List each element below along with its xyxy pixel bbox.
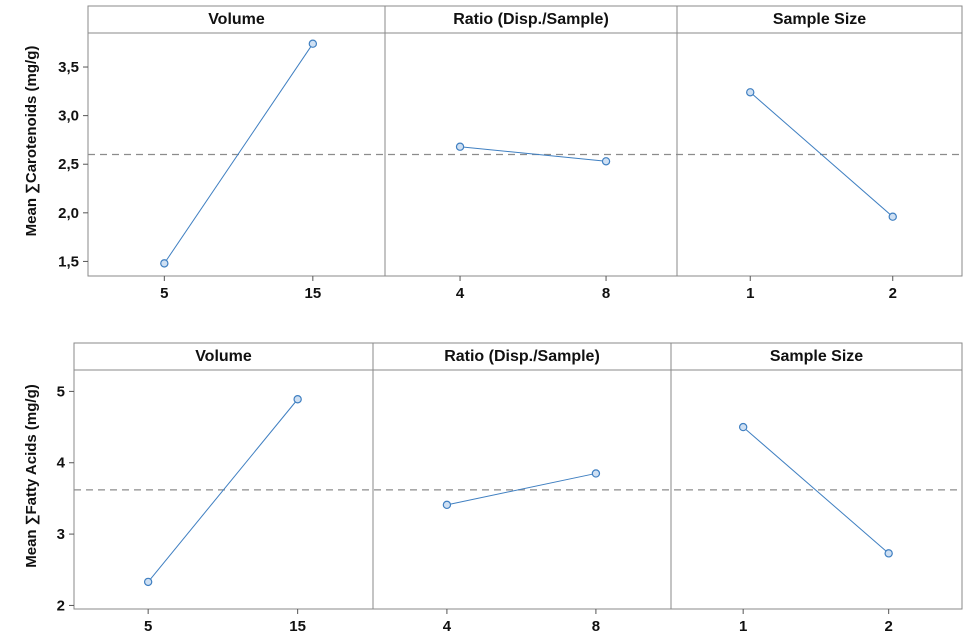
panel-title: Ratio (Disp./Sample) (453, 11, 609, 28)
series-line (446, 472, 597, 506)
data-point (143, 577, 153, 587)
data-point (738, 422, 748, 432)
panel-2: Ratio (Disp./Sample) 4 8 (442, 348, 601, 635)
series-line (742, 426, 889, 554)
panel-1: Volume 5 15 (160, 11, 321, 302)
series-line (163, 43, 314, 264)
y-axis-label: Mean ∑Fatty Acids (mg/g) (23, 384, 40, 568)
panel-2: Ratio (Disp./Sample) 4 8 (453, 11, 611, 302)
x-tick-label: 8 (602, 285, 610, 302)
panel-title: Sample Size (770, 348, 863, 365)
panel-3: Sample Size 1 2 (746, 11, 897, 302)
x-tick-label: 2 (884, 618, 892, 635)
y-tick-label: 5 (57, 383, 65, 400)
x-tick-label: 1 (739, 618, 747, 635)
x-tick-label: 5 (160, 285, 168, 302)
y-tick-label: 3,5 (58, 59, 79, 76)
y-tick-label: 1,5 (58, 253, 79, 270)
y-tick-label: 2 (57, 597, 65, 614)
y-axis-label: Mean ∑Carotenoids (mg/g) (23, 46, 40, 237)
data-point (308, 39, 318, 48)
x-tick-label: 4 (443, 618, 452, 635)
y-tick-label: 4 (57, 455, 66, 472)
chart-1: 1,5 2,0 2,5 3,0 3,5 Mean ∑Carotenoids (mg/g) V… (23, 5, 963, 302)
y-tick-label: 3 (57, 526, 65, 543)
y-tick-label: 2,5 (58, 156, 79, 173)
x-tick-label: 4 (456, 285, 465, 302)
x-tick-label: 8 (592, 618, 600, 635)
panel-title: Sample Size (773, 11, 866, 28)
plot-frame (73, 342, 963, 610)
panel-1: Volume 5 15 (143, 348, 306, 635)
panel-title: Ratio (Disp./Sample) (444, 348, 600, 365)
plot-frame (87, 5, 963, 277)
data-point (601, 157, 611, 166)
x-tick-label: 2 (889, 285, 897, 302)
y-tick-label: 3,0 (58, 108, 79, 125)
panel-title: Volume (208, 11, 265, 28)
panel-3: Sample Size 1 2 (738, 348, 893, 635)
series-line (749, 91, 894, 218)
series-line (147, 398, 299, 583)
data-point (160, 259, 169, 268)
panel-title: Volume (195, 348, 252, 365)
data-point (888, 212, 897, 221)
data-point (442, 500, 452, 510)
chart-2: 2 3 4 5 Mean ∑Fatty Acids (mg/g) Volume 5 15 Rat… (23, 342, 963, 635)
x-tick-label: 15 (304, 285, 321, 302)
data-point (884, 549, 893, 558)
x-tick-label: 15 (289, 618, 306, 635)
data-point (293, 395, 302, 404)
series-line (459, 146, 607, 162)
data-point (746, 88, 755, 97)
x-tick-label: 5 (144, 618, 152, 635)
data-point (455, 142, 465, 151)
data-point (591, 469, 601, 478)
x-tick-label: 1 (746, 285, 754, 302)
y-tick-label: 2,0 (58, 205, 79, 222)
